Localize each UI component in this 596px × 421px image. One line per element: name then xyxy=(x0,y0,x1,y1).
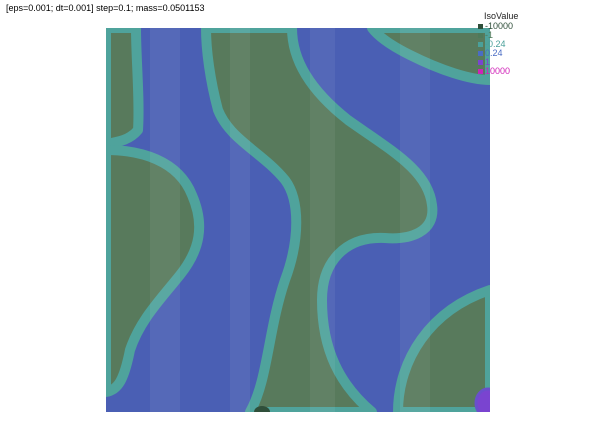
dark-blob-bottom xyxy=(254,406,270,412)
legend-item: 1 xyxy=(478,58,518,67)
legend-swatch xyxy=(478,51,483,56)
legend-swatch xyxy=(478,42,483,47)
legend-label: 1 xyxy=(485,57,491,67)
legend-label: -0.24 xyxy=(485,39,506,49)
legend-label: -1 xyxy=(485,30,494,40)
negative-phase-regions xyxy=(106,28,490,412)
legend-item: -10000 xyxy=(478,22,518,31)
positive-peak-blob xyxy=(474,387,490,412)
legend-label: -10000 xyxy=(485,21,514,31)
legend-swatch xyxy=(478,69,483,74)
region-left-middle xyxy=(106,145,205,397)
legend: IsoValue -10000 -1 -0.24 0.24 1 10000 xyxy=(478,12,518,76)
region-top-right xyxy=(367,28,490,85)
region-top-left xyxy=(106,28,144,149)
plot-title: [eps=0.001; dt=0.001] step=0.1; mass=0.0… xyxy=(6,3,205,13)
legend-swatch xyxy=(478,33,483,38)
legend-item: 0.24 xyxy=(478,49,518,58)
banding xyxy=(150,28,430,412)
legend-swatch xyxy=(478,60,483,65)
legend-title: IsoValue xyxy=(484,11,519,21)
legend-label: 0.24 xyxy=(485,48,503,58)
legend-item: -1 xyxy=(478,31,518,40)
legend-swatch xyxy=(478,24,483,29)
region-center xyxy=(201,28,438,412)
legend-label: 10000 xyxy=(485,66,511,76)
legend-item: -0.24 xyxy=(478,40,518,49)
region-bottom-right xyxy=(393,285,490,412)
legend-item: 10000 xyxy=(478,67,518,76)
